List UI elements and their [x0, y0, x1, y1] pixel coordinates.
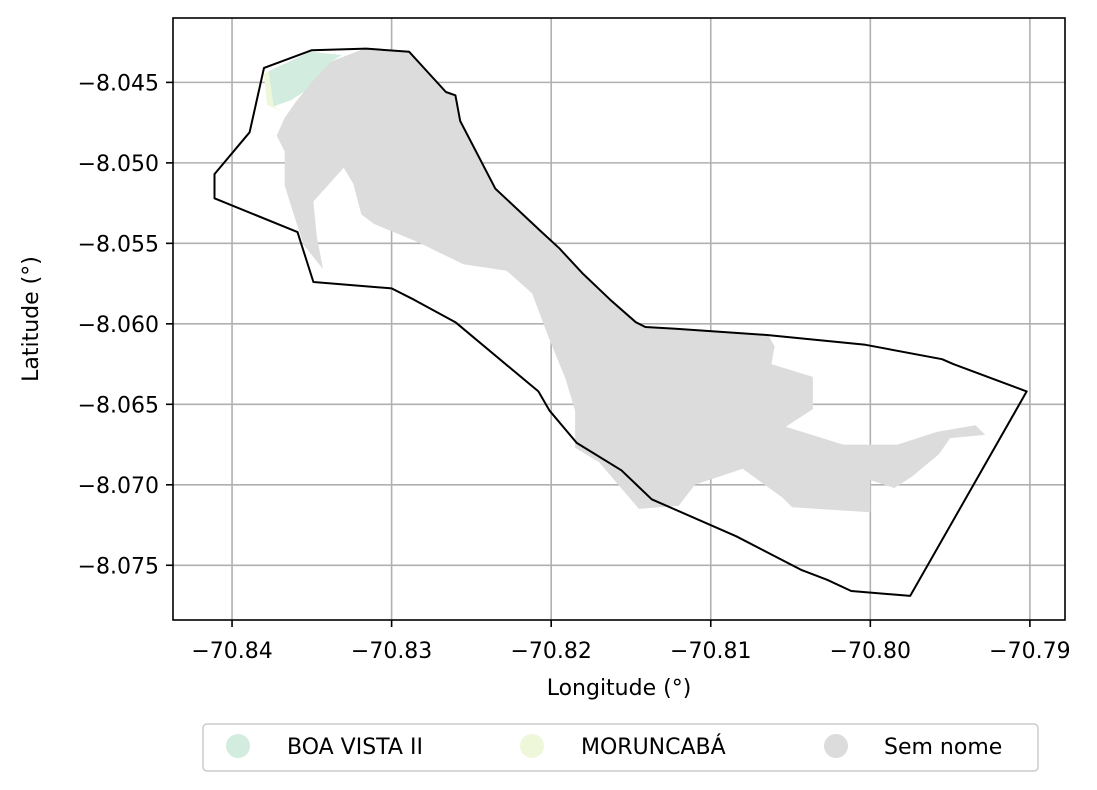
- legend-swatch-sem-nome: [824, 734, 848, 758]
- region-sem-nome: [276, 48, 986, 513]
- legend-label-moruncaba: MORUNCABÁ: [581, 734, 726, 760]
- legend-swatch-boa-vista-ii: [226, 734, 250, 758]
- x-axis-ticks: −70.84 −70.83 −70.82 −70.81 −70.80 −70.79: [191, 620, 1071, 664]
- x-tick-label: −70.84: [191, 639, 272, 664]
- legend-swatch-moruncaba: [520, 734, 544, 758]
- regions: [264, 48, 986, 513]
- x-tick-label: −70.81: [670, 639, 751, 664]
- legend: BOA VISTA II MORUNCABÁ Sem nome: [202, 723, 1039, 772]
- boundary-outline: [213, 47, 1028, 597]
- y-tick-label: −8.065: [78, 393, 159, 418]
- boundary: [213, 47, 1028, 597]
- region-moruncaba: [264, 71, 285, 113]
- grid-lines: [173, 18, 1065, 620]
- y-tick-label: −8.055: [78, 232, 159, 257]
- x-axis-label: Longitude (°): [547, 676, 692, 701]
- y-tick-label: −8.075: [78, 554, 159, 579]
- plot-frame: [172, 17, 1066, 621]
- y-tick-label: −8.060: [78, 313, 159, 338]
- x-tick-label: −70.82: [510, 639, 591, 664]
- y-axis-label: Latitude (°): [19, 256, 44, 382]
- region-boa-vista-ii: [268, 51, 343, 107]
- x-tick-label: −70.80: [830, 639, 911, 664]
- y-tick-label: −8.045: [78, 71, 159, 96]
- legend-label-boa-vista-ii: BOA VISTA II: [287, 735, 423, 760]
- y-axis-ticks: −8.045 −8.050 −8.055 −8.060 −8.065 −8.070 −8.0…: [78, 71, 173, 579]
- x-tick-label: −70.79: [989, 639, 1070, 664]
- y-tick-label: −8.070: [78, 474, 159, 499]
- legend-box: [202, 723, 1039, 772]
- y-tick-label: −8.050: [78, 152, 159, 177]
- legend-label-sem-nome: Sem nome: [884, 735, 1002, 760]
- x-tick-label: −70.83: [351, 639, 432, 664]
